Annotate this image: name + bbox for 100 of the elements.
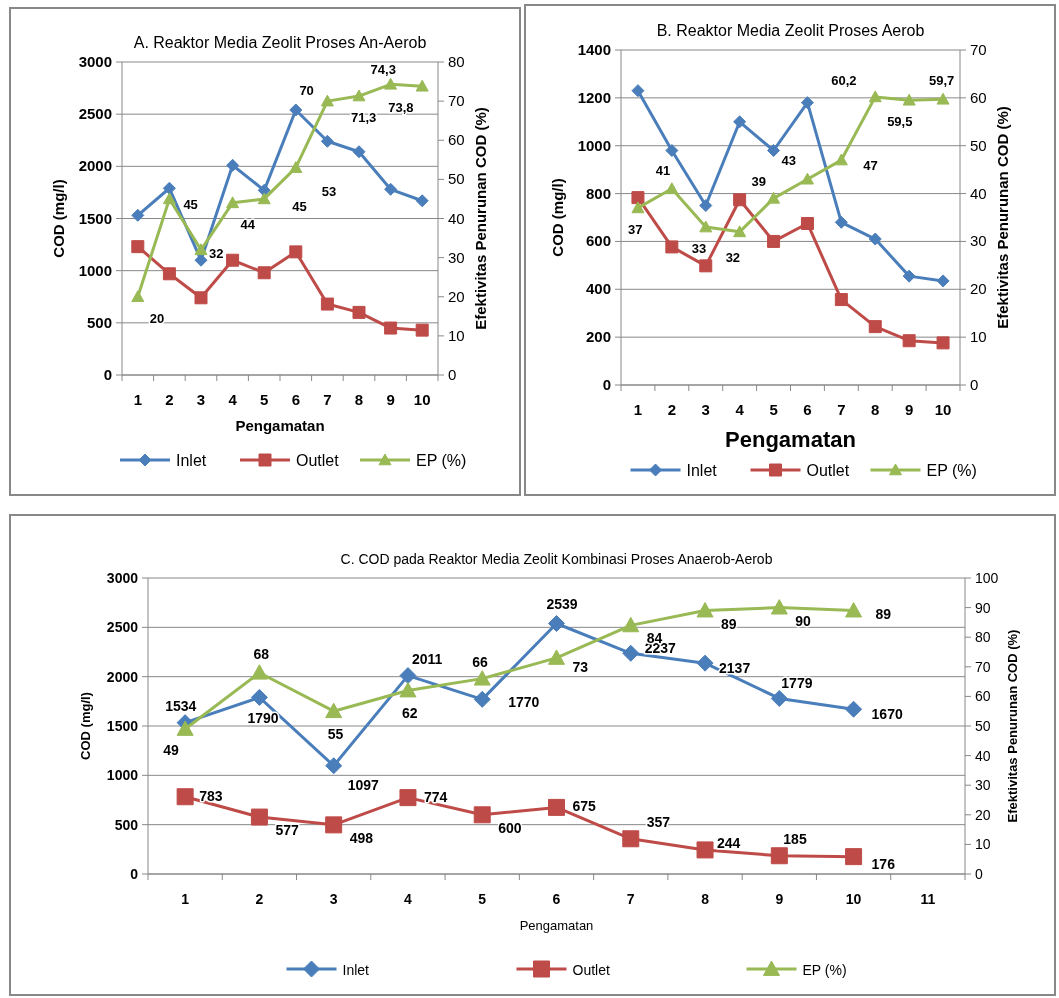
x-tick-label: 4 bbox=[735, 401, 745, 418]
x-tick-label: 5 bbox=[478, 891, 487, 907]
point bbox=[415, 194, 429, 208]
x-tick-label: 8 bbox=[354, 391, 364, 408]
data-label: 33 bbox=[691, 241, 707, 257]
x-tick-label: 1 bbox=[181, 891, 190, 907]
x-tick-label: 2 bbox=[667, 401, 677, 418]
x-tick-label: 7 bbox=[323, 391, 332, 408]
x-tick-label: 8 bbox=[701, 891, 710, 907]
y-tick-label: 3000 bbox=[106, 570, 139, 586]
point bbox=[384, 182, 398, 196]
y-tick-label: 2500 bbox=[78, 105, 112, 123]
point bbox=[834, 153, 848, 166]
point bbox=[352, 89, 366, 102]
y2-tick-label: 70 bbox=[970, 41, 987, 58]
data-label: 73,8 bbox=[388, 100, 414, 116]
y2-tick-label: 40 bbox=[970, 184, 987, 202]
point bbox=[257, 192, 271, 205]
x-tick-label: 3 bbox=[196, 391, 206, 408]
point bbox=[226, 196, 240, 209]
point bbox=[936, 336, 950, 350]
y2-tick-label: 80 bbox=[975, 629, 991, 646]
point bbox=[473, 690, 491, 708]
point bbox=[257, 183, 271, 197]
y2-tick-label: 70 bbox=[448, 92, 465, 110]
point bbox=[325, 816, 343, 834]
point bbox=[699, 259, 713, 273]
data-label: 577 bbox=[275, 822, 299, 839]
x-axis-title: Pengamatan bbox=[519, 918, 594, 933]
point bbox=[696, 841, 714, 859]
y2-tick-label: 60 bbox=[975, 688, 991, 705]
x-tick-label: 7 bbox=[626, 891, 635, 907]
data-label: 357 bbox=[646, 813, 671, 830]
point bbox=[162, 181, 176, 195]
point bbox=[176, 720, 194, 736]
y-tick-label: 500 bbox=[86, 313, 112, 331]
y-tick-label: 1000 bbox=[78, 261, 112, 279]
data-label: 498 bbox=[349, 829, 374, 846]
y2-tick-label: 30 bbox=[448, 248, 465, 266]
point bbox=[696, 602, 714, 618]
data-label: 60,2 bbox=[831, 72, 857, 88]
data-label: 45 bbox=[292, 198, 307, 214]
x-axis-title: Pengamatan bbox=[725, 427, 856, 452]
y2-tick-label: 0 bbox=[975, 866, 983, 882]
x-tick-label: 9 bbox=[386, 391, 395, 408]
point bbox=[415, 323, 429, 337]
data-label: 39 bbox=[751, 174, 767, 190]
x-tick-label: 5 bbox=[260, 391, 269, 408]
y-tick-label: 2000 bbox=[78, 157, 112, 175]
data-label: 62 bbox=[401, 705, 418, 722]
point bbox=[250, 688, 268, 706]
data-label: 44 bbox=[240, 216, 256, 232]
point bbox=[902, 334, 916, 348]
point bbox=[325, 757, 343, 775]
y2-tick-label: 80 bbox=[448, 53, 465, 70]
y2-tick-label: 50 bbox=[975, 718, 991, 734]
point bbox=[257, 266, 271, 280]
point bbox=[473, 806, 491, 824]
point bbox=[352, 145, 366, 159]
point bbox=[194, 291, 208, 305]
y-tick-label: 400 bbox=[585, 280, 611, 298]
data-label: 59,5 bbox=[887, 114, 913, 130]
point bbox=[194, 253, 208, 267]
point bbox=[250, 664, 268, 680]
point bbox=[733, 225, 747, 238]
data-label: 59,7 bbox=[929, 73, 955, 89]
y2-tick-label: 40 bbox=[975, 747, 991, 764]
y2-tick-label: 40 bbox=[448, 209, 465, 227]
x-axis-title: Pengamatan bbox=[235, 417, 325, 434]
x-tick-label: 1 bbox=[133, 391, 142, 408]
y-tick-label: 1000 bbox=[106, 767, 139, 784]
point bbox=[845, 700, 863, 718]
point bbox=[320, 297, 334, 311]
point bbox=[936, 92, 950, 105]
y2-tick-label: 10 bbox=[970, 328, 987, 346]
point bbox=[699, 220, 713, 233]
x-tick-label: 3 bbox=[329, 891, 338, 907]
y-tick-label: 2000 bbox=[106, 668, 139, 685]
data-label: 1097 bbox=[347, 776, 380, 793]
point bbox=[320, 94, 334, 107]
point bbox=[631, 84, 645, 98]
point bbox=[767, 191, 781, 204]
data-label: 45 bbox=[183, 196, 198, 212]
y2-axis-title: Efektivitas Penurunan COD (%) bbox=[994, 106, 1011, 329]
data-label: 49 bbox=[163, 741, 179, 758]
point bbox=[325, 702, 343, 719]
point bbox=[131, 208, 145, 222]
point bbox=[250, 808, 268, 826]
y2-tick-label: 0 bbox=[970, 376, 979, 393]
x-tick-label: 6 bbox=[291, 391, 300, 408]
legend-label: Inlet bbox=[686, 462, 718, 479]
legend-label: Outlet bbox=[296, 452, 340, 469]
point bbox=[548, 614, 565, 632]
x-tick-label: 6 bbox=[552, 891, 561, 907]
data-label: 89 bbox=[875, 605, 892, 622]
x-tick-label: 3 bbox=[701, 401, 710, 418]
point bbox=[936, 274, 950, 288]
legend-label: Outlet bbox=[572, 962, 610, 978]
data-label: 37 bbox=[627, 221, 643, 237]
point bbox=[384, 321, 398, 335]
